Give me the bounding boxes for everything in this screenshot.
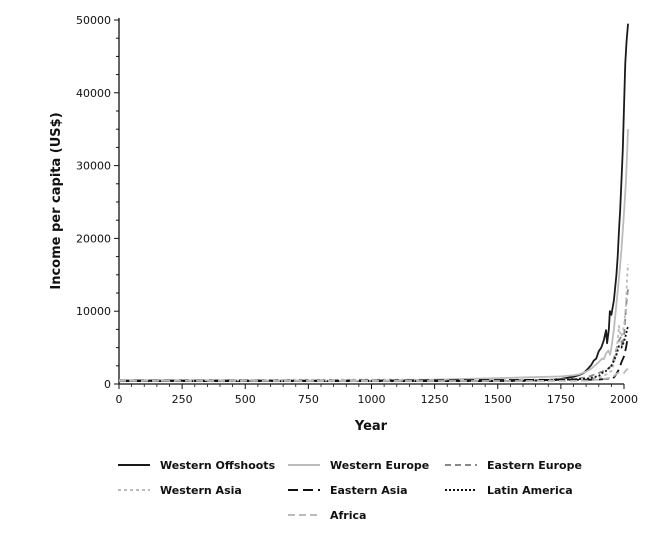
legend-label: Eastern Asia: [330, 484, 408, 497]
legend-item-latin-america: Latin America: [445, 484, 573, 497]
y-tick-label: 50000: [76, 14, 111, 27]
series-line-eastern-asia: [119, 336, 629, 382]
axes: 0 10000 20000 30000 40000 50000 0 250 500 750 1000…: [76, 14, 638, 406]
legend: Western Offshoots Western Europe Eastern E…: [118, 459, 582, 522]
x-tick-label: 2000: [610, 393, 638, 406]
y-tick-label: 20000: [76, 232, 111, 245]
legend-item-eastern-asia: Eastern Asia: [288, 484, 408, 497]
x-tick-label: 750: [298, 393, 319, 406]
legend-item-western-offshoots: Western Offshoots: [118, 459, 276, 472]
y-axis-title: Income per capita (US$): [49, 112, 64, 289]
series-line-latin-america: [119, 326, 629, 382]
y-tick-label: 10000: [76, 305, 111, 318]
x-tick-label: 1250: [421, 393, 449, 406]
series-line-western-asia: [119, 263, 629, 382]
x-tick-label: 250: [172, 393, 193, 406]
x-tick-label: 1500: [484, 393, 512, 406]
series-line-africa: [119, 367, 629, 382]
legend-item-western-asia: Western Asia: [118, 484, 242, 497]
legend-label: Western Europe: [330, 459, 429, 472]
legend-label: Eastern Europe: [487, 459, 582, 472]
x-tick-label: 500: [235, 393, 256, 406]
x-tick-label: 1750: [547, 393, 575, 406]
legend-item-eastern-europe: Eastern Europe: [445, 459, 582, 472]
legend-item-western-europe: Western Europe: [288, 459, 429, 472]
legend-label: Western Offshoots: [160, 459, 276, 472]
legend-label: Western Asia: [160, 484, 242, 497]
x-tick-label: 0: [116, 393, 123, 406]
series-line-western-offshoots: [119, 23, 629, 382]
series-line-eastern-europe: [119, 289, 629, 382]
legend-item-africa: Africa: [288, 509, 366, 522]
series-lines: [119, 23, 629, 382]
y-tick-label: 40000: [76, 87, 111, 100]
series-line-western-europe: [119, 129, 629, 382]
y-tick-label: 0: [104, 378, 111, 391]
x-tick-label: 1000: [358, 393, 386, 406]
y-tick-label: 30000: [76, 160, 111, 173]
x-axis-title: Year: [354, 419, 388, 434]
legend-label: Africa: [330, 509, 366, 522]
legend-label: Latin America: [487, 484, 573, 497]
